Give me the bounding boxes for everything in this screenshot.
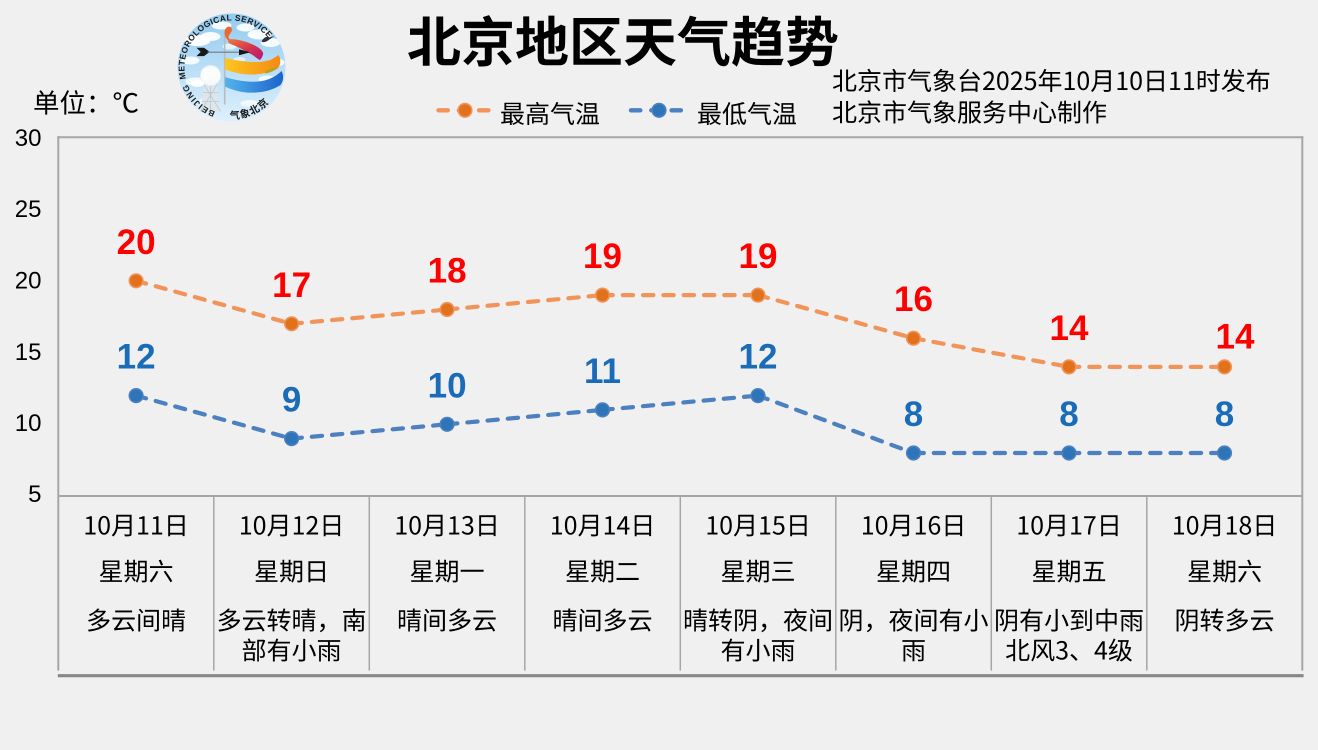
svg-text:30: 30 <box>15 125 42 152</box>
svg-text:8: 8 <box>904 395 923 434</box>
svg-text:12: 12 <box>739 338 778 377</box>
svg-text:20: 20 <box>15 268 42 295</box>
svg-text:25: 25 <box>15 196 42 223</box>
svg-text:10: 10 <box>15 410 42 437</box>
svg-text:8: 8 <box>1059 395 1078 434</box>
svg-text:12: 12 <box>117 338 156 377</box>
svg-text:8: 8 <box>1215 395 1234 434</box>
svg-text:19: 19 <box>583 237 622 276</box>
svg-text:14: 14 <box>1216 318 1255 357</box>
svg-text:5: 5 <box>28 481 41 508</box>
svg-text:15: 15 <box>15 339 42 366</box>
svg-text:16: 16 <box>894 280 933 319</box>
svg-text:14: 14 <box>1050 309 1089 348</box>
svg-text:18: 18 <box>428 252 467 291</box>
svg-text:17: 17 <box>272 266 311 305</box>
svg-text:20: 20 <box>117 223 156 262</box>
svg-text:10: 10 <box>428 366 467 405</box>
svg-text:11: 11 <box>584 352 621 391</box>
svg-text:19: 19 <box>739 237 778 276</box>
svg-text:9: 9 <box>282 381 301 420</box>
